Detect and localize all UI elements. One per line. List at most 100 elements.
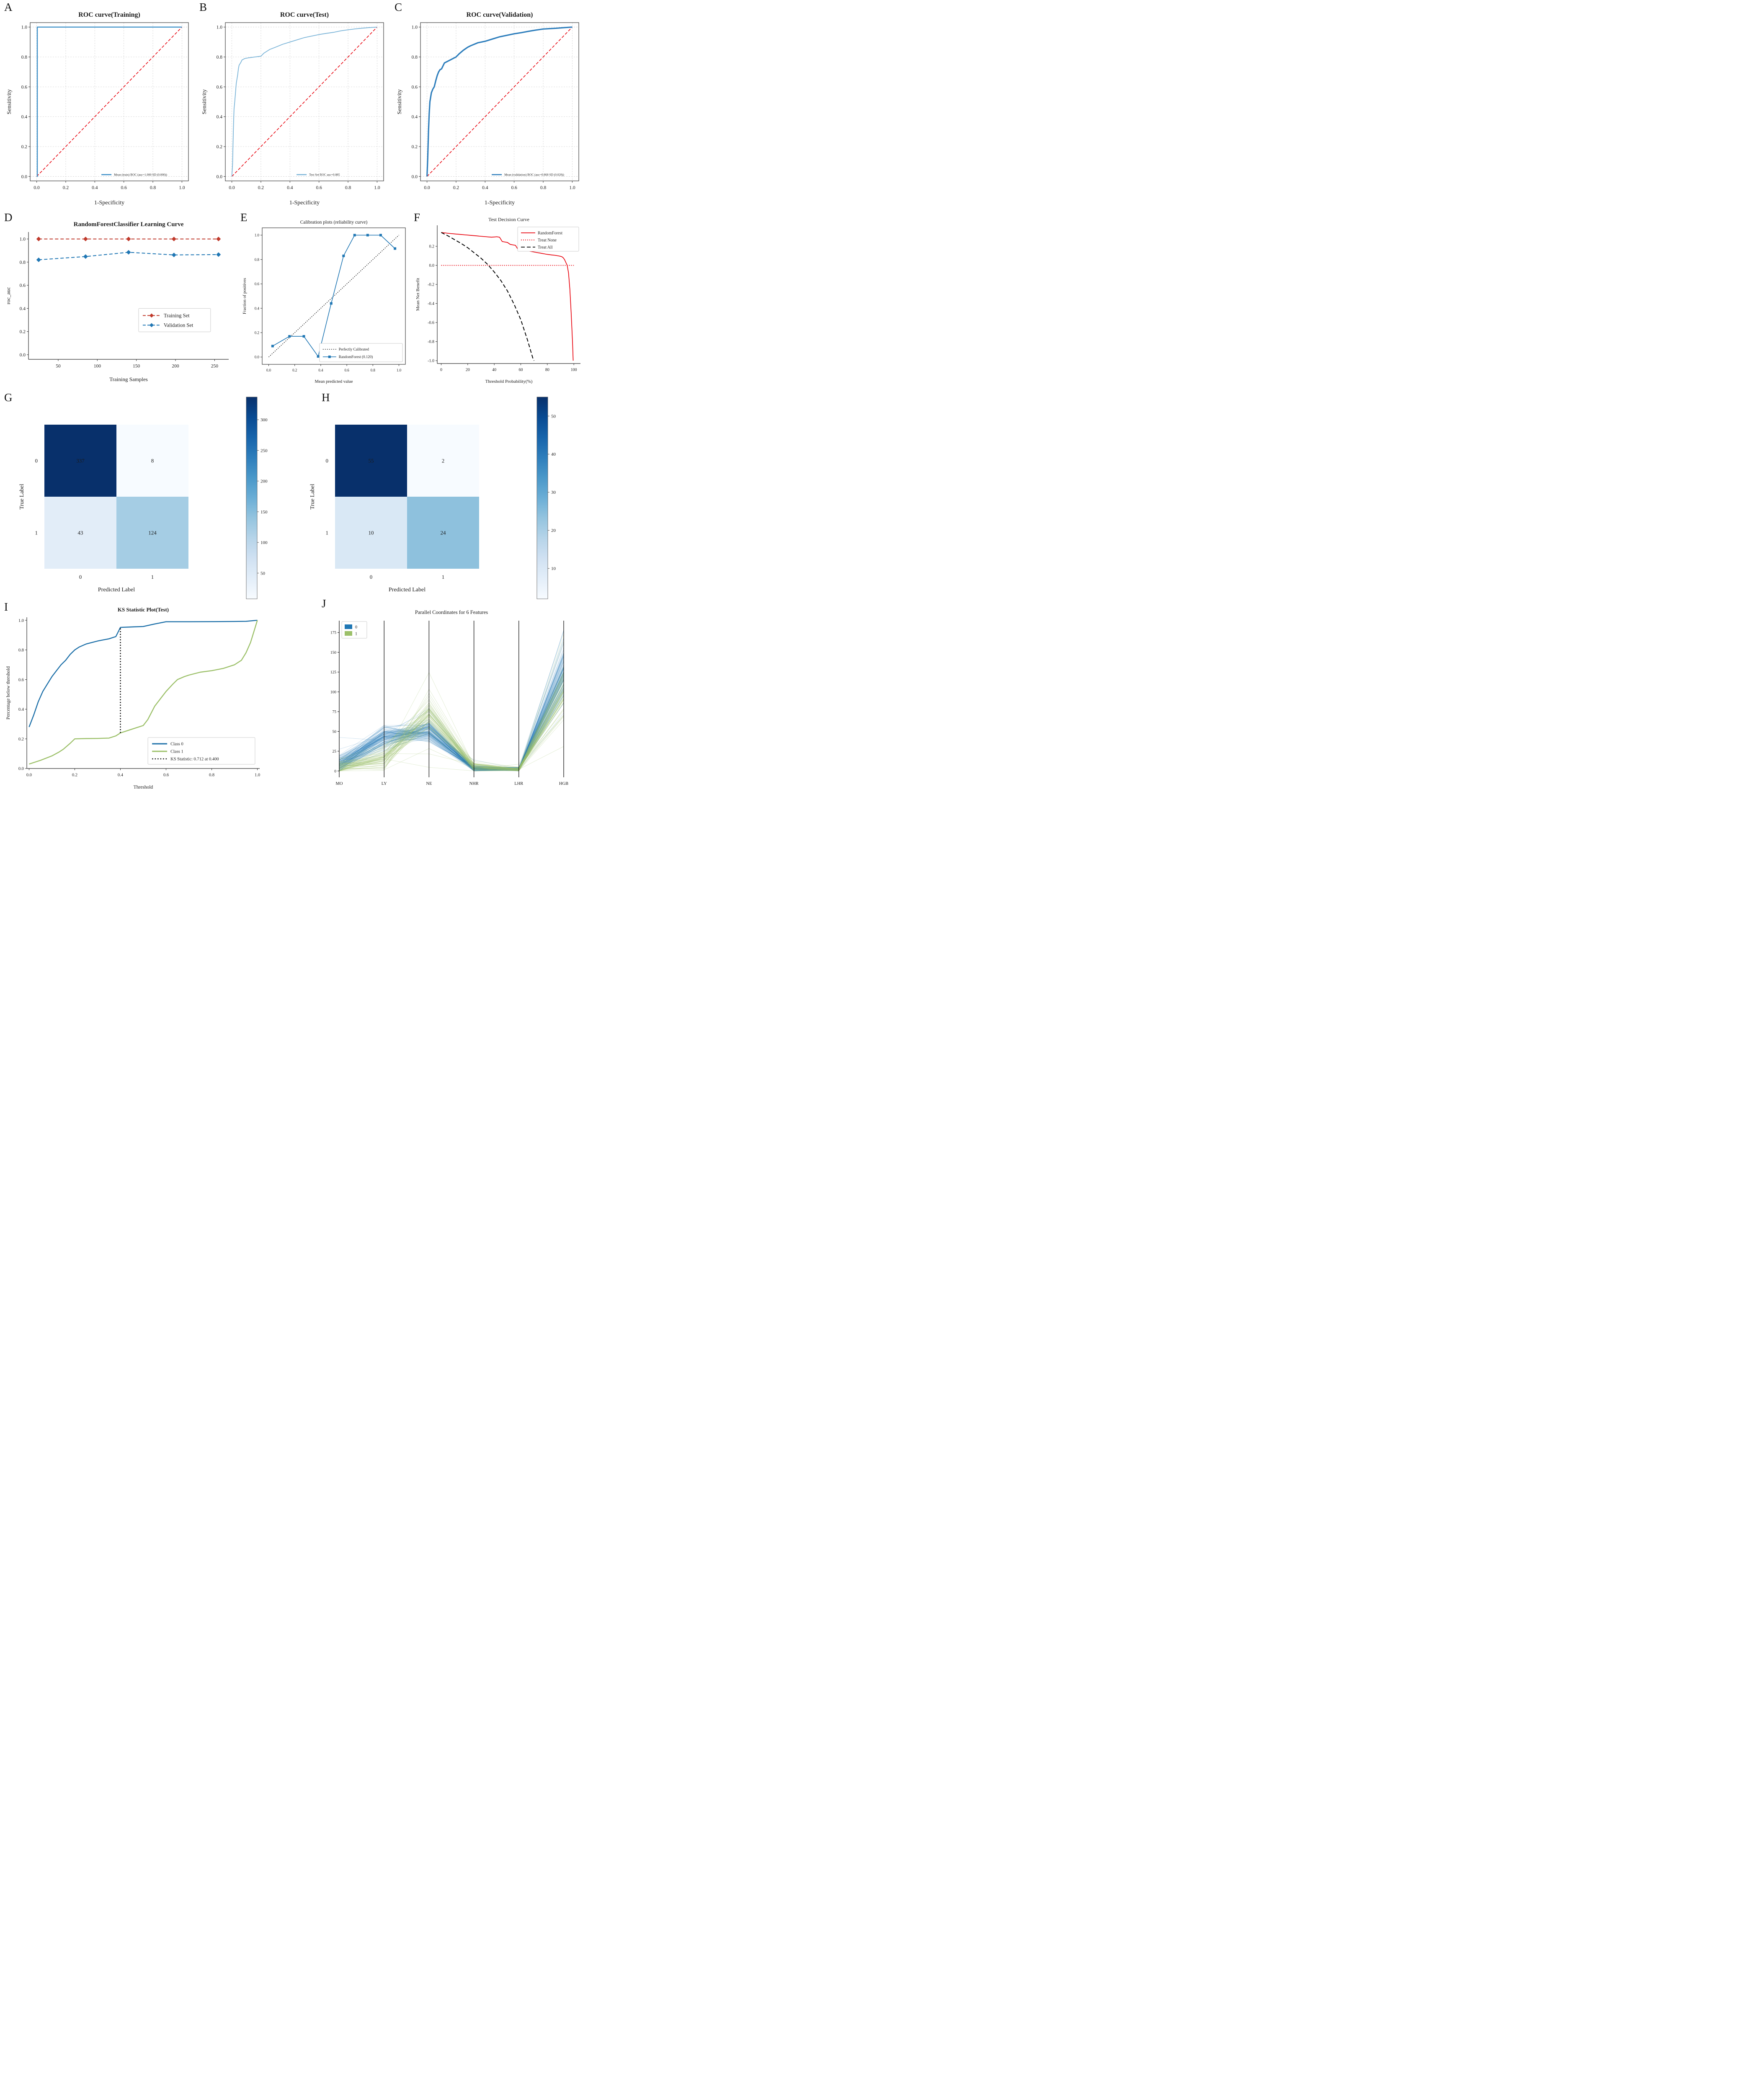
svg-text:0.8: 0.8 xyxy=(345,186,351,191)
svg-text:RandomForest (0.120): RandomForest (0.120) xyxy=(339,355,373,359)
svg-text:20: 20 xyxy=(551,528,556,533)
svg-text:0.6: 0.6 xyxy=(217,85,223,90)
svg-text:-0.4: -0.4 xyxy=(428,302,434,306)
svg-text:1: 1 xyxy=(151,574,154,580)
svg-text:100: 100 xyxy=(260,540,268,545)
confusion-matrix-test-chart: 55 2 10 24 0 1 0 1 Predicted Label True Label 10 20… xyxy=(294,393,583,603)
svg-text:ROC curve(Validation): ROC curve(Validation) xyxy=(467,11,533,18)
svg-text:Test Decision Curve: Test Decision Curve xyxy=(488,217,529,222)
svg-text:0.0: 0.0 xyxy=(429,263,435,268)
svg-text:NE: NE xyxy=(426,781,432,786)
svg-text:0.0: 0.0 xyxy=(255,355,260,359)
svg-text:-0.8: -0.8 xyxy=(428,340,434,344)
svg-text:Perfectly Calibrated: Perfectly Calibrated xyxy=(339,347,369,351)
svg-text:LY: LY xyxy=(382,781,387,786)
svg-text:75: 75 xyxy=(333,710,337,714)
svg-text:0.8: 0.8 xyxy=(209,773,214,778)
svg-text:Calibration plots (reliabilit: Calibration plots (reliability curve) xyxy=(300,220,368,225)
svg-text:1.0: 1.0 xyxy=(412,25,418,30)
svg-text:0: 0 xyxy=(370,574,373,580)
svg-text:0.6: 0.6 xyxy=(163,773,169,778)
svg-text:0.4: 0.4 xyxy=(255,306,260,310)
svg-text:roc_auc: roc_auc xyxy=(5,287,11,304)
svg-text:0.2: 0.2 xyxy=(20,330,26,335)
svg-text:0.0: 0.0 xyxy=(26,773,32,778)
svg-text:0.2: 0.2 xyxy=(429,245,435,249)
svg-text:80: 80 xyxy=(545,368,549,372)
svg-text:Predicted Label: Predicted Label xyxy=(98,587,135,593)
svg-text:30: 30 xyxy=(551,490,556,495)
svg-text:1: 1 xyxy=(442,574,445,580)
svg-text:Test Set ROC auc=0.885: Test Set ROC auc=0.885 xyxy=(309,173,340,177)
svg-text:1: 1 xyxy=(355,632,357,637)
svg-text:0.8: 0.8 xyxy=(150,186,156,191)
svg-text:50: 50 xyxy=(551,414,556,419)
svg-text:Mean (validation) ROC (auc=0.8: Mean (validation) ROC (auc=0.868 SD (0.0… xyxy=(504,173,564,177)
svg-text:43: 43 xyxy=(78,530,83,536)
svg-text:0.8: 0.8 xyxy=(371,368,376,372)
svg-text:8: 8 xyxy=(151,458,154,464)
svg-text:0: 0 xyxy=(440,368,442,372)
svg-text:LHR: LHR xyxy=(514,781,523,786)
panel-letter-h: H xyxy=(322,391,330,404)
svg-text:0.6: 0.6 xyxy=(344,368,349,372)
panel-letter-g: G xyxy=(4,391,13,404)
learning-curve-chart: 50 100 150 200 250 0.0 0.2 0.4 0.6 0.8 1.0 RandomFo… xyxy=(3,213,238,385)
svg-text:175: 175 xyxy=(330,631,337,635)
panel-roc-test: B 0.0 0.2 0.4 0.6 0.8 1.0 0.0 0.2 0.4 0.6 0.8 1.0 RO… xyxy=(199,1,391,209)
svg-text:Treat All: Treat All xyxy=(538,245,553,250)
svg-text:0.2: 0.2 xyxy=(217,144,223,150)
svg-text:Training Samples: Training Samples xyxy=(109,376,148,382)
svg-text:0.8: 0.8 xyxy=(20,260,26,265)
svg-text:0.0: 0.0 xyxy=(18,767,24,771)
svg-text:10: 10 xyxy=(551,566,556,571)
panel-confusion-matrix-train: G 337 8 43 124 0 1 0 1 Predicted Label True Label… xyxy=(3,391,292,603)
svg-text:Sensitivity: Sensitivity xyxy=(6,89,13,114)
svg-text:Treat None: Treat None xyxy=(538,238,557,242)
svg-text:True Label: True Label xyxy=(19,484,25,509)
svg-text:0.0: 0.0 xyxy=(229,186,235,191)
svg-text:0.2: 0.2 xyxy=(258,186,264,191)
svg-text:0.6: 0.6 xyxy=(316,186,322,191)
svg-text:250: 250 xyxy=(260,448,268,453)
svg-text:1.0: 1.0 xyxy=(18,619,24,623)
svg-text:Sensitivity: Sensitivity xyxy=(397,89,403,114)
panel-letter-i: I xyxy=(4,601,8,613)
svg-text:RandomForest: RandomForest xyxy=(538,231,562,235)
svg-text:50: 50 xyxy=(333,730,337,734)
svg-text:0.8: 0.8 xyxy=(217,55,223,60)
svg-text:25: 25 xyxy=(333,750,337,754)
svg-text:0.6: 0.6 xyxy=(21,85,28,90)
svg-text:0.2: 0.2 xyxy=(18,737,24,742)
svg-text:Percentage below threshold: Percentage below threshold xyxy=(6,666,11,719)
svg-text:0.0: 0.0 xyxy=(21,174,28,179)
svg-text:0.8: 0.8 xyxy=(412,55,418,60)
svg-text:ROC curve(Training): ROC curve(Training) xyxy=(78,11,140,18)
svg-text:1.0: 1.0 xyxy=(374,186,380,191)
panel-letter-f: F xyxy=(414,211,420,224)
roc-test-chart: 0.0 0.2 0.4 0.6 0.8 1.0 0.0 0.2 0.4 0.6 0.8 1.0 ROC … xyxy=(199,3,391,209)
svg-text:1.0: 1.0 xyxy=(21,25,28,30)
svg-text:0.0: 0.0 xyxy=(412,174,418,179)
figure-canvas: A 0.0 0.2 0.4 0.6 0.8 1.0 0.0 0.2 0.4 0.6 0.8 1.0 RO… xyxy=(0,0,588,794)
svg-text:MO: MO xyxy=(336,781,343,786)
svg-text:HGB: HGB xyxy=(559,781,568,786)
svg-text:0.4: 0.4 xyxy=(482,186,488,191)
svg-text:-0.2: -0.2 xyxy=(428,283,434,287)
svg-text:50: 50 xyxy=(56,364,61,369)
svg-text:Fraction of positives: Fraction of positives xyxy=(242,278,247,314)
svg-text:0.0: 0.0 xyxy=(217,174,223,179)
svg-text:0.6: 0.6 xyxy=(255,282,260,286)
panel-confusion-matrix-test: H 55 2 10 24 0 1 0 1 Predicted Label True Label 10… xyxy=(294,391,583,603)
svg-text:0: 0 xyxy=(326,458,329,464)
svg-text:0: 0 xyxy=(35,458,38,464)
svg-text:50: 50 xyxy=(260,571,266,576)
svg-text:0.2: 0.2 xyxy=(412,144,418,150)
svg-text:0.8: 0.8 xyxy=(18,648,24,653)
panel-decision-curve: F 0 20 40 60 80 100 0.2 0.0 -0.2 -0.4 -0.6 -0.8 -1.0… xyxy=(413,211,586,387)
svg-text:0.2: 0.2 xyxy=(453,186,459,191)
svg-text:Class 0: Class 0 xyxy=(170,742,183,747)
svg-text:337: 337 xyxy=(76,458,85,464)
svg-text:0.8: 0.8 xyxy=(255,258,260,262)
svg-text:100: 100 xyxy=(94,364,101,369)
